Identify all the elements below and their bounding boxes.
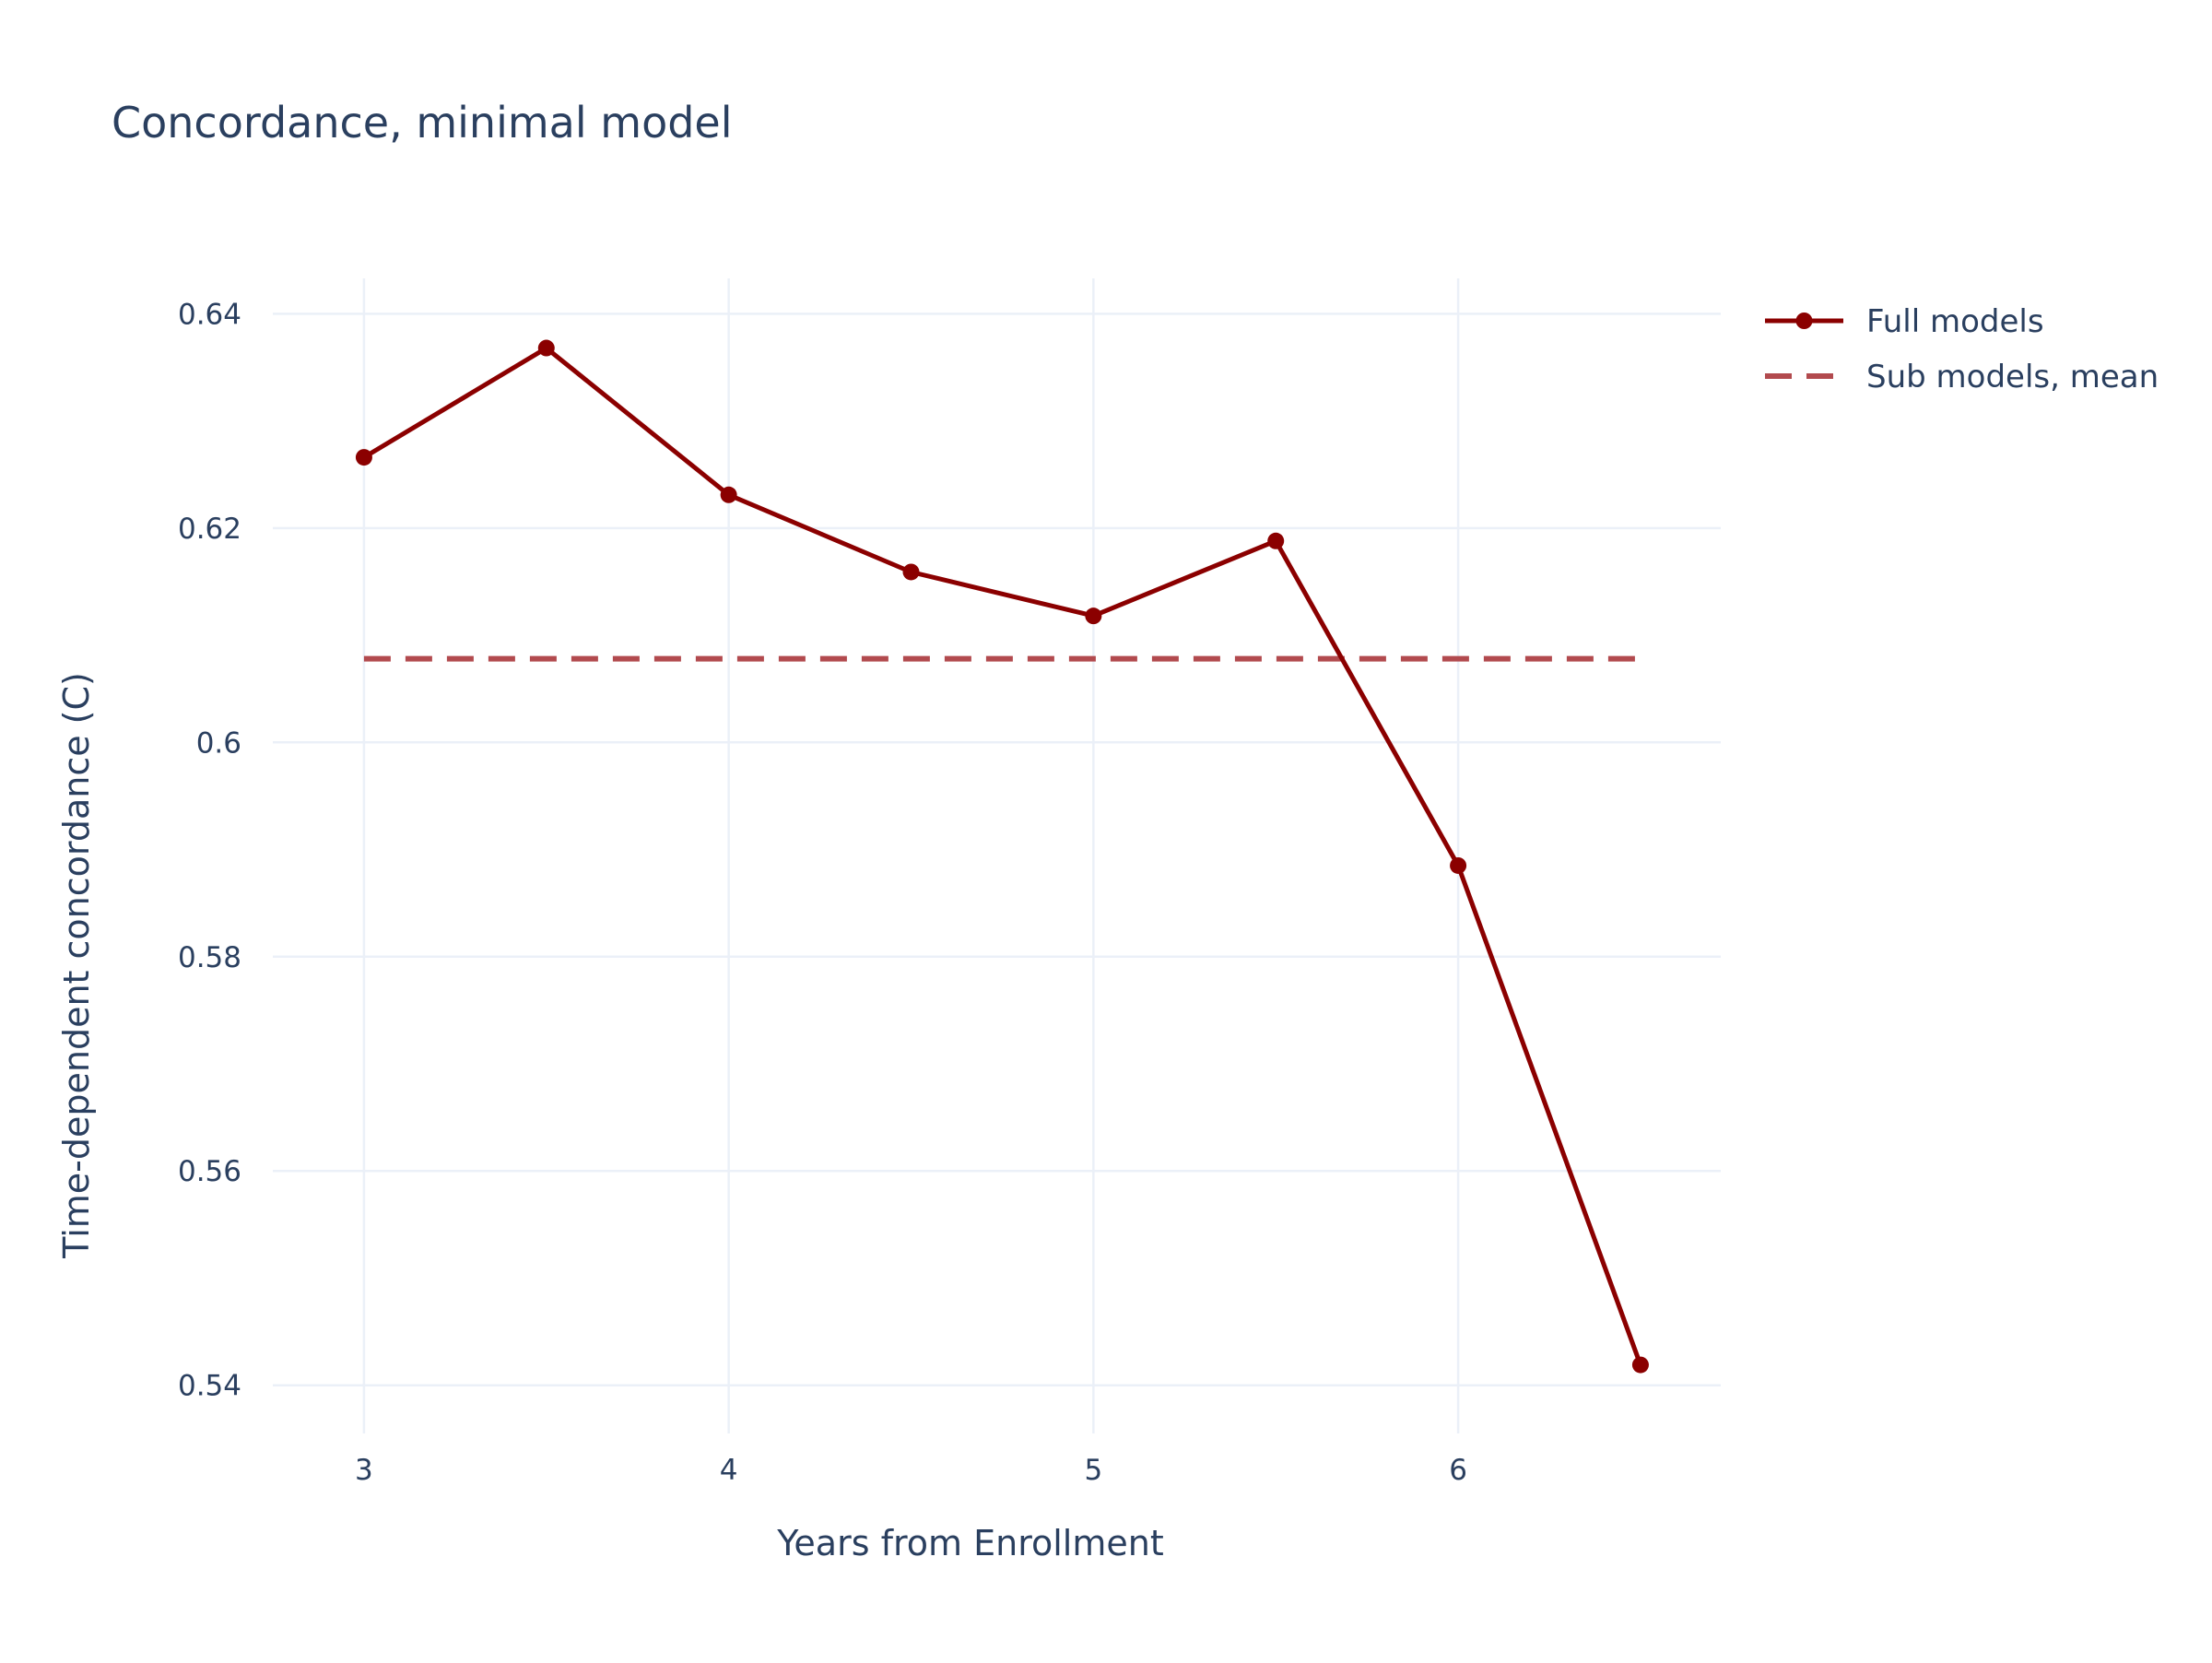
y-tick-label: 0.58 bbox=[178, 941, 241, 974]
x-tick-label: 6 bbox=[1449, 1454, 1467, 1487]
data-point-full-models bbox=[720, 486, 737, 503]
series-line-full-models bbox=[362, 346, 1643, 1366]
x-tick-label: 5 bbox=[1084, 1454, 1102, 1487]
x-tick-label: 3 bbox=[355, 1454, 373, 1487]
y-tick-label: 0.54 bbox=[178, 1370, 241, 1403]
grid bbox=[273, 278, 1721, 1433]
x-axis-title: Years from Enrollment bbox=[776, 1523, 1163, 1563]
legend-label: Full models bbox=[1866, 303, 2044, 340]
data-point-full-models bbox=[1085, 607, 1102, 625]
y-tick-label: 0.64 bbox=[178, 298, 241, 331]
x-tick-label: 4 bbox=[720, 1454, 738, 1487]
data-point-full-models bbox=[355, 449, 372, 466]
legend: Full models Sub models, mean bbox=[1765, 303, 2159, 395]
data-point-full-models bbox=[1450, 856, 1467, 874]
data-point-full-models bbox=[902, 563, 920, 581]
y-axis-title: Time-dependent concordance (C) bbox=[56, 672, 97, 1259]
y-tick-label: 0.62 bbox=[178, 513, 241, 546]
legend-label: Sub models, mean bbox=[1866, 359, 2159, 395]
series bbox=[355, 339, 1649, 1374]
data-point-full-models bbox=[1267, 532, 1285, 549]
data-point-full-models bbox=[537, 339, 555, 357]
chart-title: Concordance, minimal model bbox=[112, 98, 733, 147]
data-point-full-models bbox=[1631, 1356, 1649, 1374]
tick-labels: 3 4 5 6 0.54 0.56 0.58 0.6 0.62 0.64 bbox=[178, 298, 1467, 1487]
y-tick-label: 0.56 bbox=[178, 1155, 241, 1188]
legend-marker-full-models bbox=[1795, 313, 1813, 329]
y-tick-label: 0.6 bbox=[196, 726, 241, 760]
